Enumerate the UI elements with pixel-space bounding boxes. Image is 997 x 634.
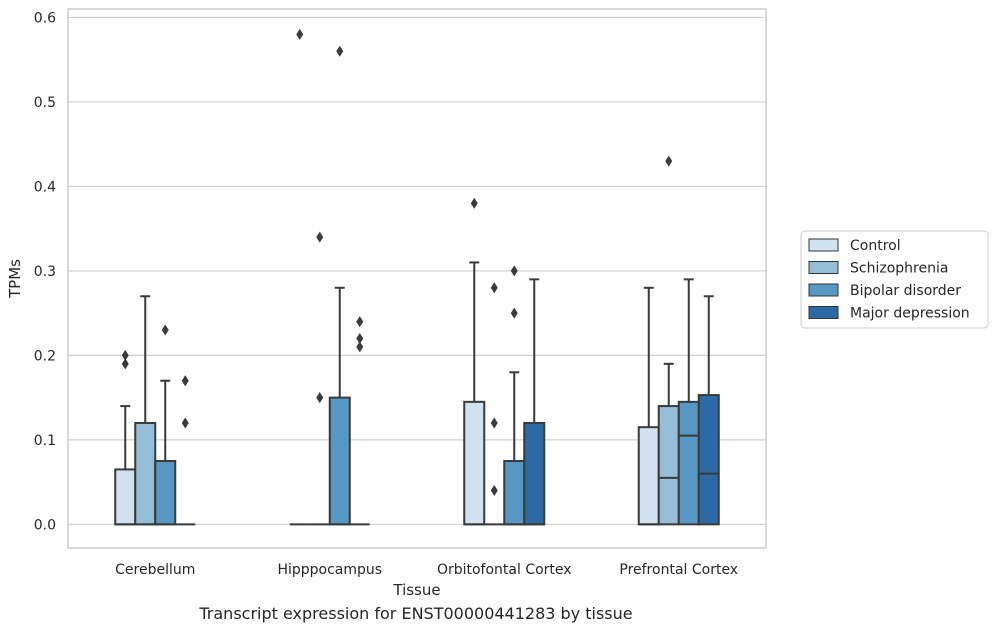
outlier-point xyxy=(121,358,129,370)
box-orbitofontal-cortex-schizophrenia xyxy=(484,282,505,526)
box-cerebellum-schizophrenia xyxy=(134,295,157,526)
box-body xyxy=(637,426,660,526)
x-tick-label: Cerebellum xyxy=(115,562,195,578)
legend-label: Schizophrenia xyxy=(850,261,948,277)
y-axis-ticks: 0.0 0.1 0.2 0.3 0.4 0.5 0.6 xyxy=(34,10,56,533)
outlier-point xyxy=(470,197,478,209)
outlier-point xyxy=(510,265,518,277)
box-hipppocampus-control xyxy=(289,28,310,526)
box-prefrontal-cortex-major-depression xyxy=(697,295,720,526)
box-orbitofontal-cortex-major-depression xyxy=(523,278,546,526)
legend-label: Bipolar disorder xyxy=(850,283,961,299)
outlier-point xyxy=(665,155,673,167)
outlier-point xyxy=(490,417,498,429)
legend-swatch xyxy=(808,238,839,252)
box-hipppocampus-schizophrenia xyxy=(309,231,330,526)
box-body xyxy=(134,421,157,526)
box-cerebellum-bipolar-disorder xyxy=(154,324,177,526)
outlier-point xyxy=(161,324,169,336)
y-tick-label: 0.4 xyxy=(34,179,56,195)
figure-caption: Transcript expression for ENST0000044128… xyxy=(199,604,633,623)
y-tick-label: 0.0 xyxy=(34,517,56,533)
x-tick-label: Hipppocampus xyxy=(277,562,382,578)
x-axis-ticks: Cerebellum Hipppocampus Orbitofontal Corte… xyxy=(115,562,738,578)
outlier-point xyxy=(316,392,324,404)
y-tick-label: 0.5 xyxy=(34,95,56,111)
box-body xyxy=(657,405,680,526)
outlier-point xyxy=(356,341,364,353)
box-body xyxy=(328,396,351,526)
outlier-point xyxy=(356,332,364,344)
box-orbitofontal-cortex-bipolar-disorder xyxy=(503,265,526,526)
outlier-point xyxy=(336,45,344,57)
y-tick-label: 0.3 xyxy=(34,264,56,280)
box-hipppocampus-major-depression xyxy=(349,316,370,526)
grid-lines xyxy=(68,16,766,525)
legend: Control Schizophrenia Bipolar disorder Majo… xyxy=(800,230,989,329)
y-tick-label: 0.1 xyxy=(34,433,56,449)
legend-swatch xyxy=(808,261,839,274)
y-tick-label: 0.2 xyxy=(34,348,56,364)
box-body xyxy=(114,468,137,526)
box-prefrontal-cortex-bipolar-disorder xyxy=(677,278,700,526)
box-body xyxy=(697,394,720,526)
outlier-point xyxy=(181,417,189,429)
box-prefrontal-cortex-schizophrenia xyxy=(657,155,680,526)
outlier-point xyxy=(490,485,498,497)
x-tick-label: Orbitofontal Cortex xyxy=(437,562,572,578)
x-tick-label: Prefrontal Cortex xyxy=(619,562,738,578)
outlier-point xyxy=(510,307,518,319)
box-body xyxy=(677,400,700,526)
legend-swatch xyxy=(808,283,839,297)
legend-swatch xyxy=(808,306,839,319)
legend-box xyxy=(800,230,989,329)
outlier-point xyxy=(181,375,189,387)
outlier-point xyxy=(121,349,129,361)
y-tick-label: 0.6 xyxy=(34,10,56,26)
y-axis-label: TPMs xyxy=(6,259,24,299)
outlier-point xyxy=(316,231,324,243)
box-orbitofontal-cortex-control xyxy=(463,197,486,526)
box-body xyxy=(154,459,177,526)
box-body xyxy=(523,421,546,526)
plot-frame xyxy=(67,8,767,549)
x-axis-label: Tissue xyxy=(392,581,440,599)
box-cerebellum-major-depression xyxy=(175,375,196,526)
box-body xyxy=(503,459,526,526)
box-prefrontal-cortex-control xyxy=(637,286,660,526)
outlier-point xyxy=(490,282,498,294)
legend-label: Major depression xyxy=(850,306,970,322)
box-body xyxy=(463,400,486,526)
outlier-point xyxy=(356,316,364,328)
box-hipppocampus-bipolar-disorder xyxy=(328,45,351,526)
box-cerebellum-control xyxy=(114,349,137,526)
box-plot-marks xyxy=(114,28,720,526)
legend-label: Control xyxy=(850,238,901,254)
outlier-point xyxy=(296,28,304,40)
